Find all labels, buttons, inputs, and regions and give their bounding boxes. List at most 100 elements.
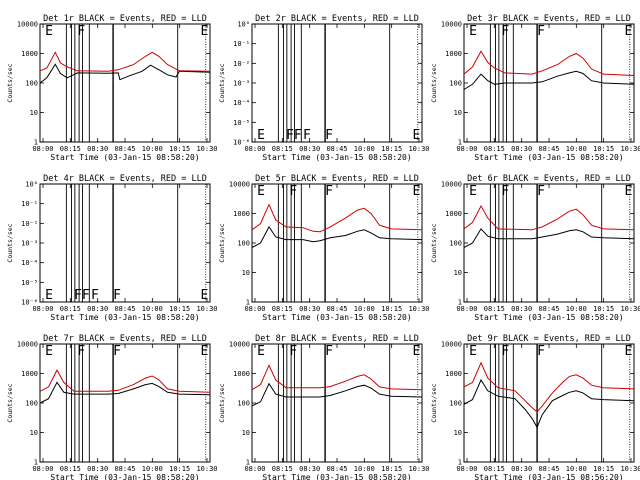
events-series-line	[39, 381, 211, 404]
y-tick-label: 1000	[21, 50, 38, 58]
x-tick-label: 08:30	[87, 305, 108, 313]
x-tick-label: 10:15	[381, 305, 402, 313]
x-tick-label: 08:15	[272, 465, 293, 473]
event-marker: E	[469, 184, 477, 199]
y-tick-label: 10⁻⁶	[21, 299, 38, 307]
x-tick-label: 08:00	[244, 305, 265, 313]
events-series-line	[39, 63, 211, 84]
panel-title: Det 6r BLACK = Events, RED = LLD	[467, 174, 631, 184]
x-tick-label: 08:45	[538, 465, 559, 473]
y-tick-label: 1	[34, 139, 38, 147]
event-marker: F	[501, 184, 509, 199]
x-axis-label: Start Time (03-Jan-15 08:58:20)	[474, 153, 623, 162]
event-marker: F	[289, 344, 297, 359]
x-tick-label: 08:30	[299, 305, 320, 313]
y-tick-label: 10	[454, 269, 462, 277]
x-tick-label: 08:15	[60, 145, 81, 153]
x-tick-label: 10:30	[408, 305, 429, 313]
panel-1: Det 1r BLACK = Events, RED = LLD 1 10 100 10…	[6, 14, 218, 162]
events-series-line	[463, 70, 635, 90]
x-tick-label: 08:45	[538, 145, 559, 153]
y-tick-label: 1	[246, 299, 250, 307]
x-tick-label: 10:00	[566, 145, 587, 153]
event-marker: F	[77, 24, 85, 39]
event-marker: E	[624, 24, 632, 39]
x-tick-label: 08:30	[299, 465, 320, 473]
x-axis-label: Start Time (03-Jan-15 08:58:20)	[50, 473, 199, 480]
x-tick-label: 10:30	[620, 145, 640, 153]
y-tick-label: 10000	[229, 341, 250, 349]
y-tick-label: 10	[454, 429, 462, 437]
y-tick-label: 1000	[233, 210, 250, 218]
x-tick-label: 10:30	[196, 305, 217, 313]
y-axis-label: Counts/sec	[6, 383, 14, 422]
event-marker: F	[113, 344, 121, 359]
event-marker: F	[501, 344, 509, 359]
panel-7: Det 7r BLACK = Events, RED = LLD 1 10 100 10…	[6, 334, 218, 480]
x-tick-label: 10:00	[142, 145, 163, 153]
y-tick-label: 10000	[441, 21, 462, 29]
x-tick-label: 08:15	[484, 465, 505, 473]
x-tick-label: 08:00	[244, 465, 265, 473]
event-marker: E	[412, 128, 420, 143]
y-tick-label: 100	[25, 80, 38, 88]
y-tick-label: 10	[454, 109, 462, 117]
x-tick-label: 08:00	[456, 465, 477, 473]
x-axis-label: Start Time (03-Jan-15 08:58:20)	[50, 313, 199, 322]
x-tick-label: 08:45	[114, 305, 135, 313]
x-tick-label: 10:30	[196, 465, 217, 473]
x-tick-label: 08:00	[456, 305, 477, 313]
x-tick-label: 08:00	[32, 145, 53, 153]
x-tick-label: 10:00	[354, 465, 375, 473]
event-marker: E	[257, 128, 265, 143]
x-tick-label: 10:30	[408, 465, 429, 473]
x-tick-label: 08:30	[511, 465, 532, 473]
y-tick-label: 10⁻¹	[21, 200, 38, 208]
event-marker: E	[412, 184, 420, 199]
panel-3: Det 3r BLACK = Events, RED = LLD 1 10 100 10…	[430, 14, 640, 162]
y-tick-label: 10⁻²	[233, 60, 250, 68]
x-tick-label: 10:15	[169, 305, 190, 313]
x-tick-label: 08:00	[456, 145, 477, 153]
events-series-line	[463, 228, 635, 249]
panel-title: Det 9r BLACK = Events, RED = LLD	[467, 334, 631, 344]
axes-frame	[251, 183, 423, 303]
lld-series-line	[463, 204, 635, 231]
y-tick-label: 10⁻³	[233, 80, 250, 88]
x-tick-label: 10:15	[593, 465, 614, 473]
x-tick-label: 08:15	[60, 305, 81, 313]
axes-frame	[463, 343, 635, 463]
y-tick-label: 1	[458, 459, 462, 467]
events-series-line	[251, 225, 423, 249]
y-tick-label: 1	[458, 139, 462, 147]
axes-frame	[463, 183, 635, 303]
event-marker: F	[537, 184, 545, 199]
x-axis-label: Start Time (03-Jan-15 08:58:20)	[474, 313, 623, 322]
y-tick-label: 1000	[21, 370, 38, 378]
lld-series-line	[463, 361, 635, 413]
y-tick-label: 10	[242, 429, 250, 437]
y-axis-label: Counts/sec	[430, 63, 438, 102]
axes-frame	[39, 23, 211, 143]
y-tick-label: 10	[242, 269, 250, 277]
x-tick-label: 10:15	[593, 145, 614, 153]
lld-series-line	[251, 203, 423, 233]
y-tick-label: 10000	[441, 341, 462, 349]
x-tick-label: 10:15	[381, 145, 402, 153]
events-series-line	[251, 382, 423, 407]
panel-title: Det 7r BLACK = Events, RED = LLD	[43, 334, 207, 344]
panel-5: Det 5r BLACK = Events, RED = LLD 1 10 100 10…	[218, 174, 430, 322]
x-tick-label: 08:15	[60, 465, 81, 473]
y-tick-label: 10	[30, 109, 38, 117]
y-axis-label: Counts/sec	[6, 63, 14, 102]
x-tick-label: 08:15	[272, 305, 293, 313]
event-marker: E	[624, 184, 632, 199]
event-marker: E	[624, 344, 632, 359]
y-axis-label: Counts/sec	[430, 383, 438, 422]
y-axis-label: Counts/sec	[218, 383, 226, 422]
x-tick-label: 10:00	[354, 305, 375, 313]
event-marker: F	[303, 128, 311, 143]
event-marker: F	[77, 344, 85, 359]
x-tick-label: 08:30	[511, 145, 532, 153]
